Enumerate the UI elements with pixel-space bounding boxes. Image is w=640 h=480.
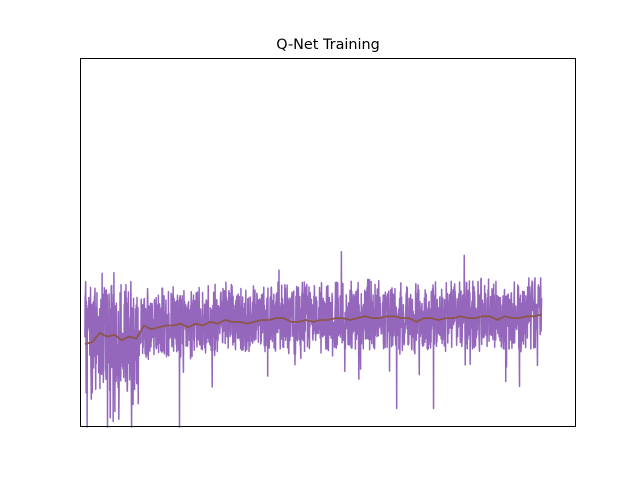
raw-reward-line [84, 250, 543, 428]
moving-average-line [84, 313, 542, 345]
moving-average-series [84, 313, 542, 345]
chart-title: Q-Net Training [276, 37, 380, 53]
plot-area [80, 58, 576, 427]
raw-reward-series [84, 250, 543, 428]
plot-frame [80, 58, 576, 427]
